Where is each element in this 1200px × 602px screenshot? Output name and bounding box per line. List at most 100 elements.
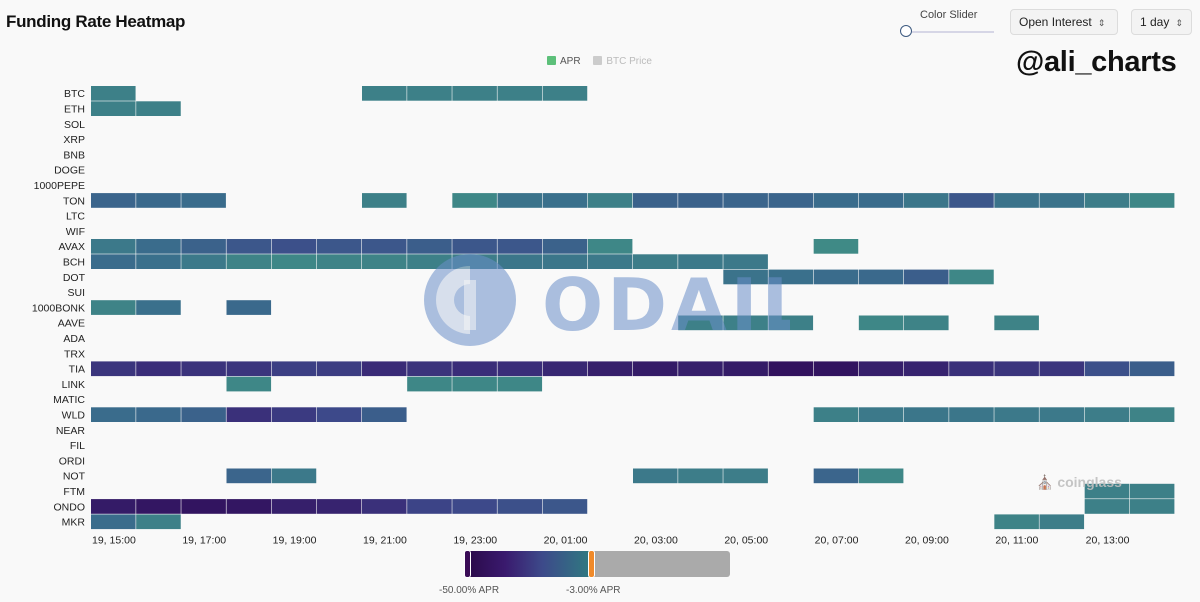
x-tick-label: 20, 07:00 [815,535,859,547]
heatmap-cell [362,193,407,208]
colorbar-gradient [468,551,592,577]
heatmap-cell [452,193,497,208]
heatmap-cell [316,499,362,514]
metric-select-value: Open Interest [1019,15,1092,29]
heatmap-cell [91,101,136,116]
metric-select[interactable]: Open Interest ⇕ [1010,9,1118,35]
heatmap-cell [858,193,904,208]
legend-item-btc-price[interactable]: BTC Price [593,56,652,67]
heatmap-cell [136,193,181,208]
color-range-slider[interactable] [464,550,732,579]
y-tick-label: LINK [62,379,85,391]
heatmap-cell [768,193,814,208]
heatmap-cell [542,86,588,101]
legend-label-btc-price: BTC Price [606,56,652,67]
heatmap-cell [452,254,497,269]
heatmap-cell [813,468,859,484]
heatmap-cell [587,193,633,208]
heatmap-cell [91,361,136,377]
y-tick-label: TON [63,195,85,207]
heatmap-cell [362,239,407,254]
heatmap-cell [768,315,814,331]
heatmap-cell [362,361,407,377]
heatmap-cell [226,407,272,422]
heatmap-cell [904,193,949,208]
heatmap-cell [136,254,181,269]
legend-swatch-btc-price [593,56,603,65]
x-tick-label: 19, 15:00 [92,535,136,547]
y-tick-label: TRX [64,348,85,360]
heatmap-cell [407,239,452,254]
color-slider-track[interactable] [906,31,994,33]
heatmap-cell [768,361,814,377]
heatmap-cell [136,239,181,254]
heatmap-cell [136,407,181,422]
heatmap-cell [362,86,407,101]
heatmap-cell [949,361,994,377]
heatmap-cell [542,239,588,254]
heatmap-cell [362,254,407,269]
x-tick-label: 20, 11:00 [995,535,1038,547]
heatmap-cell [497,376,543,392]
heatmap-cell [1129,361,1175,377]
heatmap-cell [813,361,859,377]
x-tick-label: 20, 05:00 [724,535,768,547]
heatmap-cell [723,193,768,208]
heatmap-cell [1084,483,1130,499]
heatmap-cell [858,315,904,331]
heatmap-cell [904,269,949,285]
heatmap-cell [91,254,136,269]
heatmap-cell [91,193,136,208]
y-tick-label: ONDO [54,501,86,513]
heatmap-cell [813,239,859,254]
heatmap-cell [904,315,949,331]
heatmap-cell [452,239,497,254]
heatmap-cell [407,499,452,514]
heatmap-cell [136,300,181,315]
heatmap-cell [226,361,272,377]
heatmap-cell [633,361,678,377]
heatmap-cell [91,239,136,254]
heatmap-cell [1129,499,1175,514]
colorbar-max-handle[interactable] [588,550,595,578]
heatmap-cell [316,407,362,422]
heatmap-cell [226,376,272,392]
color-slider-thumb[interactable] [900,25,912,37]
heatmap-cell [994,193,1039,208]
heatmap-cell [452,499,497,514]
y-tick-label: SUI [67,287,85,299]
heatmap-cell [271,407,317,422]
heatmap-cell [226,239,272,254]
heatmap-cell [181,407,226,422]
x-tick-label: 19, 21:00 [363,535,407,547]
heatmap-cell [542,361,588,377]
heatmap-cell [91,499,136,514]
heatmap-cell [994,361,1039,377]
y-tick-label: AVAX [59,241,85,253]
heatmap-cell [136,361,181,377]
heatmap-cell [858,407,904,422]
heatmap-cell [362,499,407,514]
color-slider[interactable]: Color Slider [898,8,996,42]
legend-swatch-apr [547,56,556,65]
heatmap-cell [407,376,452,392]
heatmap-cell [1039,361,1085,377]
legend-item-apr[interactable]: APR [547,56,581,67]
heatmap-cell [949,193,994,208]
chevron-updown-icon: ⇕ [1097,18,1106,28]
range-select[interactable]: 1 day ⇕ [1131,9,1192,35]
heatmap-cell [813,193,859,208]
y-tick-label: XRP [63,134,85,146]
heatmap-cell [91,514,136,530]
heatmap-cell [723,269,768,285]
heatmap-cell [1084,361,1130,377]
heatmap-cell [497,193,543,208]
x-tick-label: 19, 19:00 [273,535,317,547]
page-title: Funding Rate Heatmap [6,12,186,31]
heatmap-cell [1129,193,1175,208]
heatmap-cell [136,514,181,530]
colorbar-min-handle[interactable] [464,550,471,578]
heatmap-cell [904,407,949,422]
y-tick-label: BTC [64,88,85,100]
heatmap-cell [723,468,768,484]
